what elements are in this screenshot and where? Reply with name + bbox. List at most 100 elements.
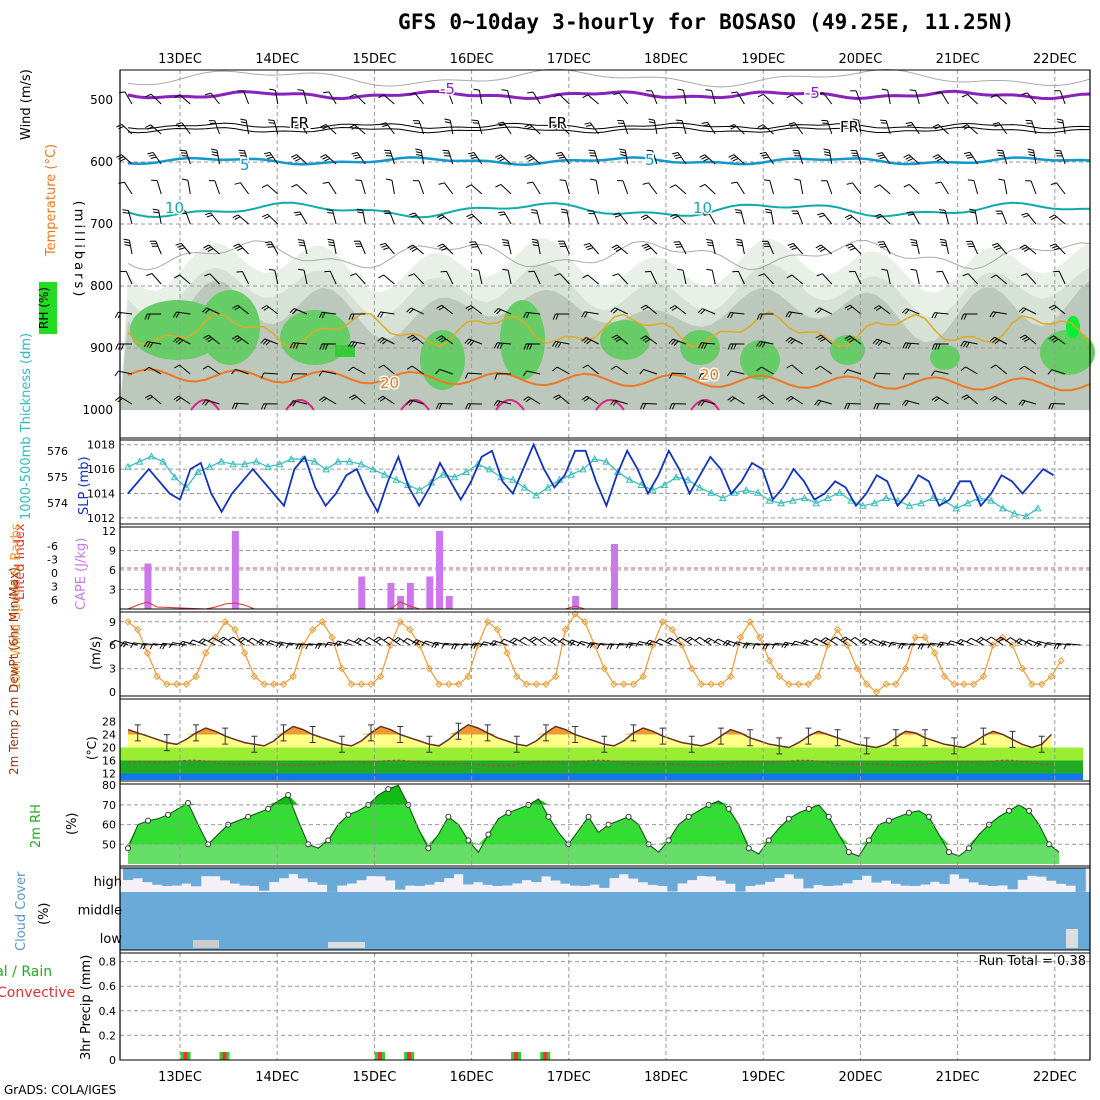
wind-barb [906,211,920,225]
thickness-point [194,467,202,475]
minmax-bar [834,729,841,747]
thickness-point [1010,509,1019,517]
label-wind10m: 10m Wind Speed & Barbs [9,523,24,690]
wind-barb [236,271,250,285]
wind-barb [848,270,862,285]
cape-bar [406,583,414,609]
wind-barb [320,124,337,135]
cloud-high-bar [200,868,211,877]
temp-contour-25 [495,399,525,411]
wind-barb [705,89,716,105]
wind-barb [436,214,454,225]
wind-barb [431,641,449,649]
thickness-point [252,457,261,465]
wind-barb [786,274,804,285]
wind-barb [530,209,541,225]
cloud-high-bar [745,868,756,886]
thickness-point [159,457,167,465]
cloud-high-bar [725,868,736,884]
x-tick-label-bottom: 16DEC [450,1070,494,1085]
wind-barb [493,400,512,407]
contour-label: 10 [165,199,184,217]
temp-contour-5 [127,156,1091,166]
wind-barb [298,268,308,285]
rh2m-point [945,849,952,856]
cloud-high-bar [560,868,571,884]
wind-speed-point [367,680,375,688]
minmax-bar [980,727,987,745]
wind-barb [936,270,949,285]
cloud-high-bar [434,868,445,882]
temp-contour-25 [400,399,430,411]
wind-barb [175,242,191,255]
wind-barb [227,636,245,646]
cloud-high-bar [589,868,600,885]
thickness-point [835,488,844,496]
wind-barb [211,148,220,165]
wind-barb [204,273,220,285]
wind-speed-point [396,618,404,626]
wind-speed-point [882,680,890,688]
thickness-point [462,467,471,475]
wind-barb [502,268,512,285]
wind-barb [1054,90,1066,105]
cloud-high-bar [453,868,464,875]
wind-barb [582,364,599,375]
wind-barb [874,213,891,225]
wind-barb [524,154,541,165]
wind-barb [1019,244,1037,255]
wind-speed-point [561,625,570,634]
wind-barb [669,184,687,195]
wind-speed-point [270,680,278,688]
wind-barb [356,208,366,225]
wind-barb [1053,642,1071,650]
wind-barb [581,311,599,318]
wind-barb [378,364,395,375]
rh2m-point [685,813,692,820]
thickness-point [392,475,401,483]
wind-speed-point [911,633,920,642]
wind-barb [722,639,741,647]
minmax-bar [630,724,637,742]
wind-barb [989,395,1008,405]
wind-barb [844,402,862,410]
wind-speed-point [503,649,511,657]
minmax-bar [951,737,958,755]
thickness-point [229,460,237,468]
thickness-point [380,470,389,478]
wind-barb [965,240,979,255]
wind-barb [960,366,978,375]
wind-barb [697,308,716,315]
cloud-high-bar [346,868,357,884]
cloud-high-bar [958,868,970,879]
wind-barb [817,92,833,105]
thickness-point [124,462,132,470]
wind-barb [471,119,483,135]
wind-barb [850,149,862,165]
cloud-high-bar [307,868,318,883]
wind-barb [815,365,833,375]
wind-barb [473,88,483,105]
wind-barb [625,642,644,649]
wind-speed-point [532,680,540,688]
wind-barb [617,119,629,135]
wind-barb [179,210,191,225]
wind-barb [412,120,425,135]
wind-barb [147,152,162,165]
wind-barb [173,395,191,405]
wind-barb [843,369,862,375]
wind-barb [553,124,570,135]
cloud-high-bar [375,868,386,877]
wind-barb [966,637,984,646]
wind-barb [728,154,745,165]
cloud-high-bar [852,868,863,881]
x-tick-label-bottom: 15DEC [352,1070,396,1085]
wind-barb [435,368,453,375]
y-tick-label: 500 [90,93,113,107]
minmax-bar [163,734,170,752]
y-tick-label: 80 [102,779,116,792]
wind-barb [642,182,658,195]
thickness-point [742,486,751,494]
wind-barb [436,304,454,315]
wind-barb [850,90,862,105]
